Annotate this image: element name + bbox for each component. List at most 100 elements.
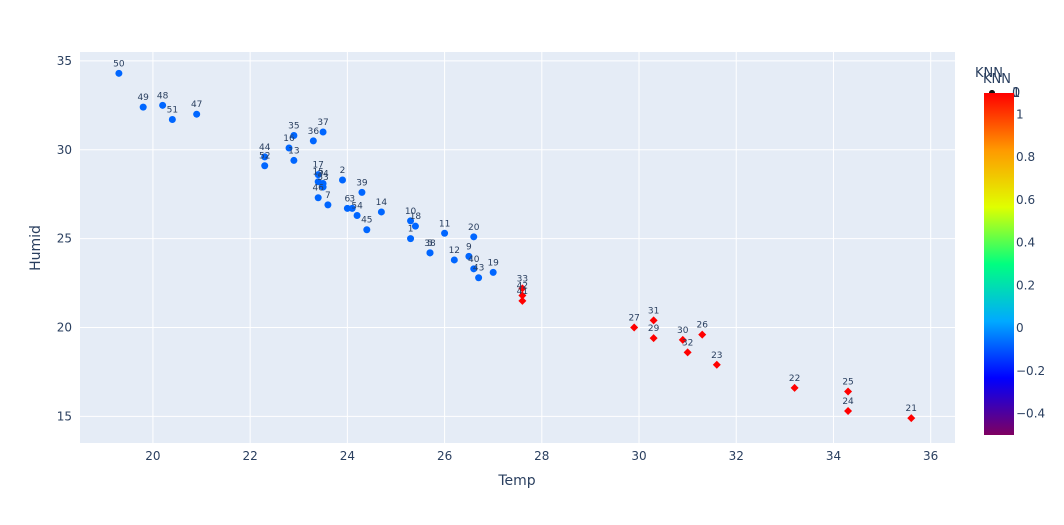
point-label: 51 (167, 106, 178, 116)
data-point-circle[interactable] (324, 201, 332, 209)
data-point-diamond[interactable] (790, 383, 799, 392)
point-label: 18 (410, 212, 422, 222)
data-point-diamond[interactable] (907, 414, 916, 423)
point-label: 1 (408, 225, 414, 235)
x-tick-label: 34 (826, 449, 841, 463)
x-tick-label: 36 (923, 449, 938, 463)
data-point-circle[interactable] (348, 204, 356, 212)
data-point-diamond[interactable] (649, 334, 658, 343)
colorbar-gradient (984, 93, 1014, 435)
data-point-diamond[interactable] (518, 291, 527, 300)
x-axis-title: Temp (497, 473, 535, 489)
data-point-diamond[interactable] (844, 387, 853, 396)
point-label: 12 (449, 246, 460, 256)
colorbar-tick-label: 1 (1016, 107, 1024, 121)
point-label: 31 (648, 306, 659, 316)
point-label: 17 (312, 161, 323, 171)
x-tick-label: 28 (534, 449, 549, 463)
point-label: 33 (517, 274, 528, 284)
point-label: 54 (351, 202, 363, 212)
data-point-circle[interactable] (261, 153, 269, 161)
data-point-circle[interactable] (290, 156, 298, 164)
data-point-circle[interactable] (115, 69, 123, 77)
point-label: 38 (424, 239, 436, 249)
point-label: 35 (288, 122, 299, 132)
data-point-circle[interactable] (450, 256, 458, 264)
point-label: 2 (340, 166, 346, 176)
point-label: 47 (191, 100, 202, 110)
point-label: 3 (349, 194, 355, 204)
data-point-diamond[interactable] (683, 348, 692, 357)
x-tick-label: 32 (729, 449, 744, 463)
point-label: 49 (137, 93, 149, 103)
colorbar-tick-label: 0 (1016, 321, 1024, 335)
data-point-circle[interactable] (489, 268, 497, 276)
data-point-circle[interactable] (339, 176, 346, 184)
x-tick-label: 20 (145, 449, 160, 463)
point-label: 13 (288, 146, 299, 156)
point-label: 43 (473, 264, 484, 274)
y-tick-label: 20 (57, 320, 72, 334)
point-label: 16 (283, 134, 295, 144)
data-point-circle[interactable] (470, 233, 478, 241)
point-label: 37 (317, 118, 328, 128)
data-point-circle[interactable] (358, 188, 366, 196)
data-point-circle[interactable] (470, 265, 478, 273)
data-point-circle[interactable] (290, 132, 298, 140)
colorbar-tick-labels: −0.4 −0.2 0 0.2 0.4 0.6 0.8 1 (1016, 107, 1045, 420)
data-point-diamond[interactable] (518, 296, 527, 305)
y-tick-label: 35 (57, 54, 72, 68)
data-point-diamond[interactable] (712, 360, 721, 369)
data-point-circle[interactable] (319, 128, 327, 136)
data-point-circle[interactable] (159, 101, 167, 109)
data-point-diamond[interactable] (844, 407, 853, 416)
point-label: 23 (711, 351, 722, 361)
data-points[interactable] (115, 69, 916, 423)
data-point-circle[interactable] (407, 235, 415, 243)
colorbar-title: KNN (983, 72, 1011, 87)
data-point-diamond[interactable] (649, 316, 658, 325)
point-label: 14 (376, 198, 388, 208)
data-point-circle[interactable] (285, 144, 293, 152)
data-point-circle[interactable] (411, 222, 419, 230)
x-tick-label: 22 (242, 449, 257, 463)
point-label: 53 (317, 173, 328, 183)
point-label: 11 (439, 219, 450, 229)
data-point-circle[interactable] (426, 249, 434, 257)
data-point-circle[interactable] (193, 110, 201, 118)
data-point-circle[interactable] (314, 194, 322, 202)
point-label: 39 (356, 178, 368, 188)
point-label: 7 (325, 191, 331, 201)
y-tick-label: 15 (57, 409, 72, 423)
data-point-circle[interactable] (377, 208, 385, 216)
data-point-circle[interactable] (363, 226, 371, 234)
data-point-circle[interactable] (319, 183, 327, 191)
point-label: 15 (312, 168, 323, 178)
colorbar-tick-label: −0.2 (1016, 364, 1045, 378)
colorbar-tick-label: 0.8 (1016, 150, 1035, 164)
point-label: 27 (628, 313, 639, 323)
point-label: 25 (842, 377, 853, 387)
point-label: 9 (466, 242, 472, 252)
data-point-diamond[interactable] (518, 284, 527, 293)
data-point-circle[interactable] (314, 171, 322, 179)
data-point-diamond[interactable] (698, 330, 707, 339)
data-point-diamond[interactable] (630, 323, 639, 332)
data-point-circle[interactable] (407, 217, 415, 225)
data-point-circle[interactable] (353, 212, 361, 220)
y-axis-title: Humid (28, 225, 44, 271)
colorbar: KNN −0.4 −0.2 0 0.2 0.4 0.6 0.8 1 (983, 72, 1045, 435)
point-label: 44 (259, 143, 271, 153)
data-point-diamond[interactable] (678, 335, 687, 344)
grid-lines (80, 52, 955, 443)
data-point-circle[interactable] (441, 229, 449, 237)
data-point-circle[interactable] (168, 116, 176, 124)
data-point-circle[interactable] (343, 204, 351, 212)
data-point-circle[interactable] (309, 137, 317, 145)
data-point-circle[interactable] (465, 252, 473, 260)
data-point-circle[interactable] (139, 103, 147, 111)
data-point-circle[interactable] (475, 274, 483, 282)
data-point-circle[interactable] (261, 162, 269, 170)
